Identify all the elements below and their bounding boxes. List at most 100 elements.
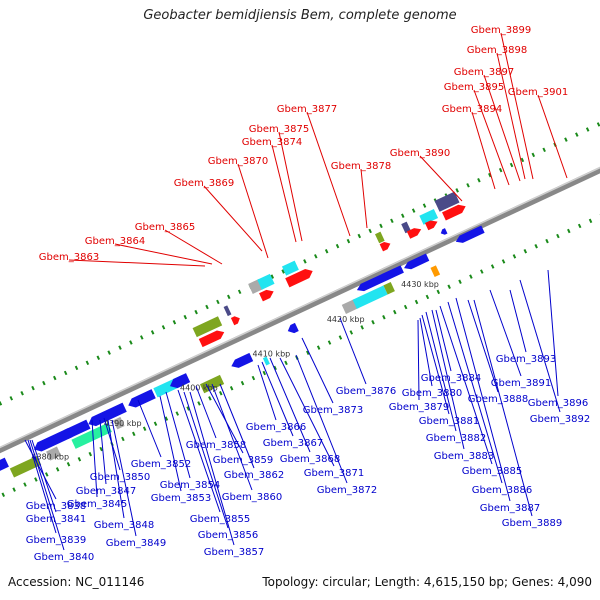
track-dot bbox=[338, 335, 343, 340]
gene-feature bbox=[434, 191, 460, 212]
track-dot bbox=[324, 248, 329, 254]
track-dot bbox=[577, 223, 582, 229]
track-dot bbox=[129, 340, 133, 345]
top-gene-label: Gbem_3895 bbox=[444, 82, 504, 93]
track-dot bbox=[66, 462, 71, 467]
bottom-gene-label-leader bbox=[91, 419, 98, 498]
bottom-gene-label: Gbem_3879 bbox=[389, 402, 449, 413]
bottom-gene-label-leader bbox=[489, 289, 522, 377]
bottom-gene-label-leader bbox=[417, 319, 420, 401]
track-dot bbox=[164, 416, 169, 421]
gene-feature bbox=[352, 285, 388, 309]
track-dot bbox=[509, 162, 514, 168]
track-dot bbox=[588, 218, 593, 224]
gene-feature bbox=[88, 402, 127, 427]
track-dot bbox=[20, 390, 24, 396]
track-dot bbox=[197, 401, 201, 406]
track-dot bbox=[251, 375, 256, 381]
track-dot bbox=[390, 218, 394, 224]
bottom-gene-label-leader bbox=[473, 299, 533, 517]
bottom-gene-label-leader bbox=[421, 314, 450, 415]
track-dot bbox=[545, 238, 549, 244]
bottom-gene-label: Gbem_3884 bbox=[421, 373, 481, 384]
track-dot bbox=[45, 472, 49, 477]
track-dot bbox=[316, 345, 321, 350]
track-dot bbox=[77, 456, 82, 462]
track-dot bbox=[96, 355, 101, 360]
gene-feature bbox=[46, 446, 62, 461]
bottom-gene-label: Gbem_3868 bbox=[280, 454, 340, 465]
track-dot bbox=[306, 350, 310, 355]
track-dot bbox=[447, 284, 451, 290]
track-dot bbox=[382, 314, 386, 320]
top-gene-label: Gbem_3863 bbox=[39, 252, 99, 263]
gene-feature bbox=[379, 242, 391, 252]
bottom-gene-label: Gbem_3849 bbox=[106, 538, 166, 549]
bottom-gene-label-leader bbox=[257, 364, 277, 421]
track-dot bbox=[556, 233, 560, 239]
track-dot bbox=[469, 274, 473, 279]
track-dot bbox=[107, 350, 111, 355]
track-dot bbox=[121, 436, 125, 442]
gene-feature bbox=[430, 265, 441, 277]
bottom-gene-label: Gbem_3862 bbox=[224, 470, 284, 481]
top-gene-label-leader bbox=[483, 74, 521, 182]
track-dot bbox=[150, 330, 155, 335]
gene-feature bbox=[192, 316, 223, 338]
bottom-gene-label: Gbem_3892 bbox=[530, 414, 590, 425]
track-dot bbox=[411, 208, 416, 213]
bottom-gene-label-leader bbox=[24, 439, 57, 500]
top-gene-label: Gbem_3870 bbox=[208, 156, 268, 167]
track-dot bbox=[118, 345, 122, 350]
track-dot bbox=[270, 274, 275, 279]
bottom-gene-label: Gbem_3856 bbox=[198, 530, 258, 541]
gene-feature bbox=[71, 422, 112, 449]
bottom-gene-label: Gbem_3841 bbox=[26, 514, 86, 525]
backbone-highlight bbox=[0, 129, 600, 487]
bottom-gene-label-leader bbox=[279, 357, 335, 467]
gene-feature bbox=[455, 225, 485, 243]
top-gene-label: Gbem_3875 bbox=[249, 124, 309, 135]
top-gene-label: Gbem_3874 bbox=[242, 137, 302, 148]
track-dot bbox=[585, 127, 590, 132]
bottom-gene-label-leader bbox=[189, 391, 235, 546]
bottom-gene-label: Gbem_3871 bbox=[304, 468, 364, 479]
track-dot bbox=[88, 451, 93, 457]
bottom-gene-label-leader bbox=[31, 439, 57, 513]
gene-feature bbox=[401, 221, 411, 234]
track-dot bbox=[567, 228, 571, 234]
track-dot bbox=[161, 325, 166, 330]
track-dot bbox=[349, 330, 354, 335]
bottom-gene-label-leader bbox=[111, 419, 137, 537]
bottom-gene-label: Gbem_3893 bbox=[496, 354, 556, 365]
track-dot bbox=[262, 370, 267, 376]
track-dot bbox=[379, 223, 383, 229]
gene-feature bbox=[0, 457, 9, 477]
bottom-gene-label: Gbem_3857 bbox=[204, 547, 264, 558]
track-dot bbox=[436, 289, 441, 295]
bottom-gene-label: Gbem_3872 bbox=[317, 485, 377, 496]
track-dot bbox=[186, 406, 190, 411]
track-dot bbox=[0, 401, 3, 406]
gene-feature bbox=[198, 330, 225, 348]
bottom-gene-label: Gbem_3880 bbox=[402, 388, 462, 399]
track-dot bbox=[9, 396, 14, 401]
track-dot bbox=[575, 132, 579, 137]
top-gene-label-leader bbox=[537, 94, 568, 179]
track-dot bbox=[229, 385, 234, 391]
top-gene-label-leader bbox=[360, 168, 368, 229]
bottom-gene-label: Gbem_3876 bbox=[336, 386, 396, 397]
gene-feature bbox=[356, 265, 404, 292]
track-dot bbox=[360, 325, 364, 330]
map-title: Geobacter bemidjiensis Bem, complete gen… bbox=[143, 8, 457, 23]
track-dot bbox=[208, 396, 212, 401]
bottom-gene-label-leader bbox=[419, 317, 433, 387]
bottom-gene-label-leader bbox=[301, 337, 334, 404]
bottom-gene-label: Gbem_3881 bbox=[419, 416, 479, 427]
gene-feature bbox=[383, 282, 395, 295]
bottom-gene-label: Gbem_3840 bbox=[34, 552, 94, 563]
bottom-gene-label-leader bbox=[107, 419, 125, 519]
bottom-gene-label: Gbem_3887 bbox=[480, 503, 540, 514]
track-dot bbox=[401, 213, 405, 218]
track-dot bbox=[596, 122, 600, 127]
